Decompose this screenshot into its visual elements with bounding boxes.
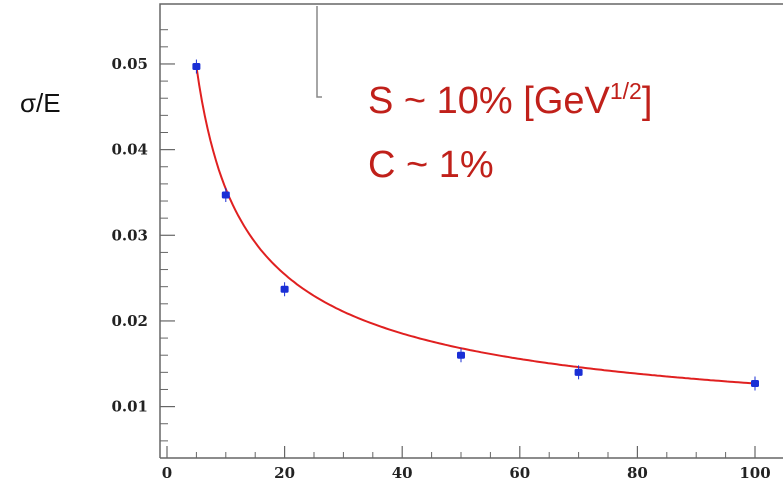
y-tick-label: 0.04 [111, 141, 148, 159]
x-tick-label: 0 [162, 464, 172, 482]
x-tick-label: 40 [392, 464, 413, 482]
x-tick-label: 60 [509, 464, 530, 482]
tick-marks [160, 29, 756, 458]
data-point [457, 351, 465, 359]
fit-curve [195, 66, 756, 385]
data-points [192, 59, 759, 391]
annotation-line1-superscript: 1/2 [610, 78, 642, 104]
y-tick-label: 0.03 [111, 226, 148, 244]
x-tick-label: 100 [739, 464, 770, 482]
annotation-stochastic-term: S ~ 10% [GeV1/2] [368, 78, 652, 122]
plot-frame [159, 3, 783, 458]
y-tick-label: 0.05 [111, 55, 148, 73]
y-tick-label: 0.01 [111, 398, 148, 416]
annotation-constant-term: C ~ 1% [368, 144, 494, 186]
data-point [751, 379, 759, 387]
data-point [574, 368, 583, 376]
y-tick-label: 0.02 [111, 312, 148, 330]
data-point [280, 285, 289, 293]
tick-labels: 0 20 40 60 80 100 0.01 0.02 0.03 0.04 0.05 [111, 55, 770, 482]
data-point [192, 63, 201, 71]
data-point [221, 191, 230, 199]
annotation-line1-main: S ~ 10% [GeV [368, 80, 611, 122]
inset-box-edge [316, 6, 322, 98]
x-tick-label: 20 [274, 464, 295, 482]
x-tick-label: 80 [627, 464, 648, 482]
y-axis-label: σ/E [20, 88, 61, 118]
annotation-line1-end: ] [642, 80, 653, 122]
